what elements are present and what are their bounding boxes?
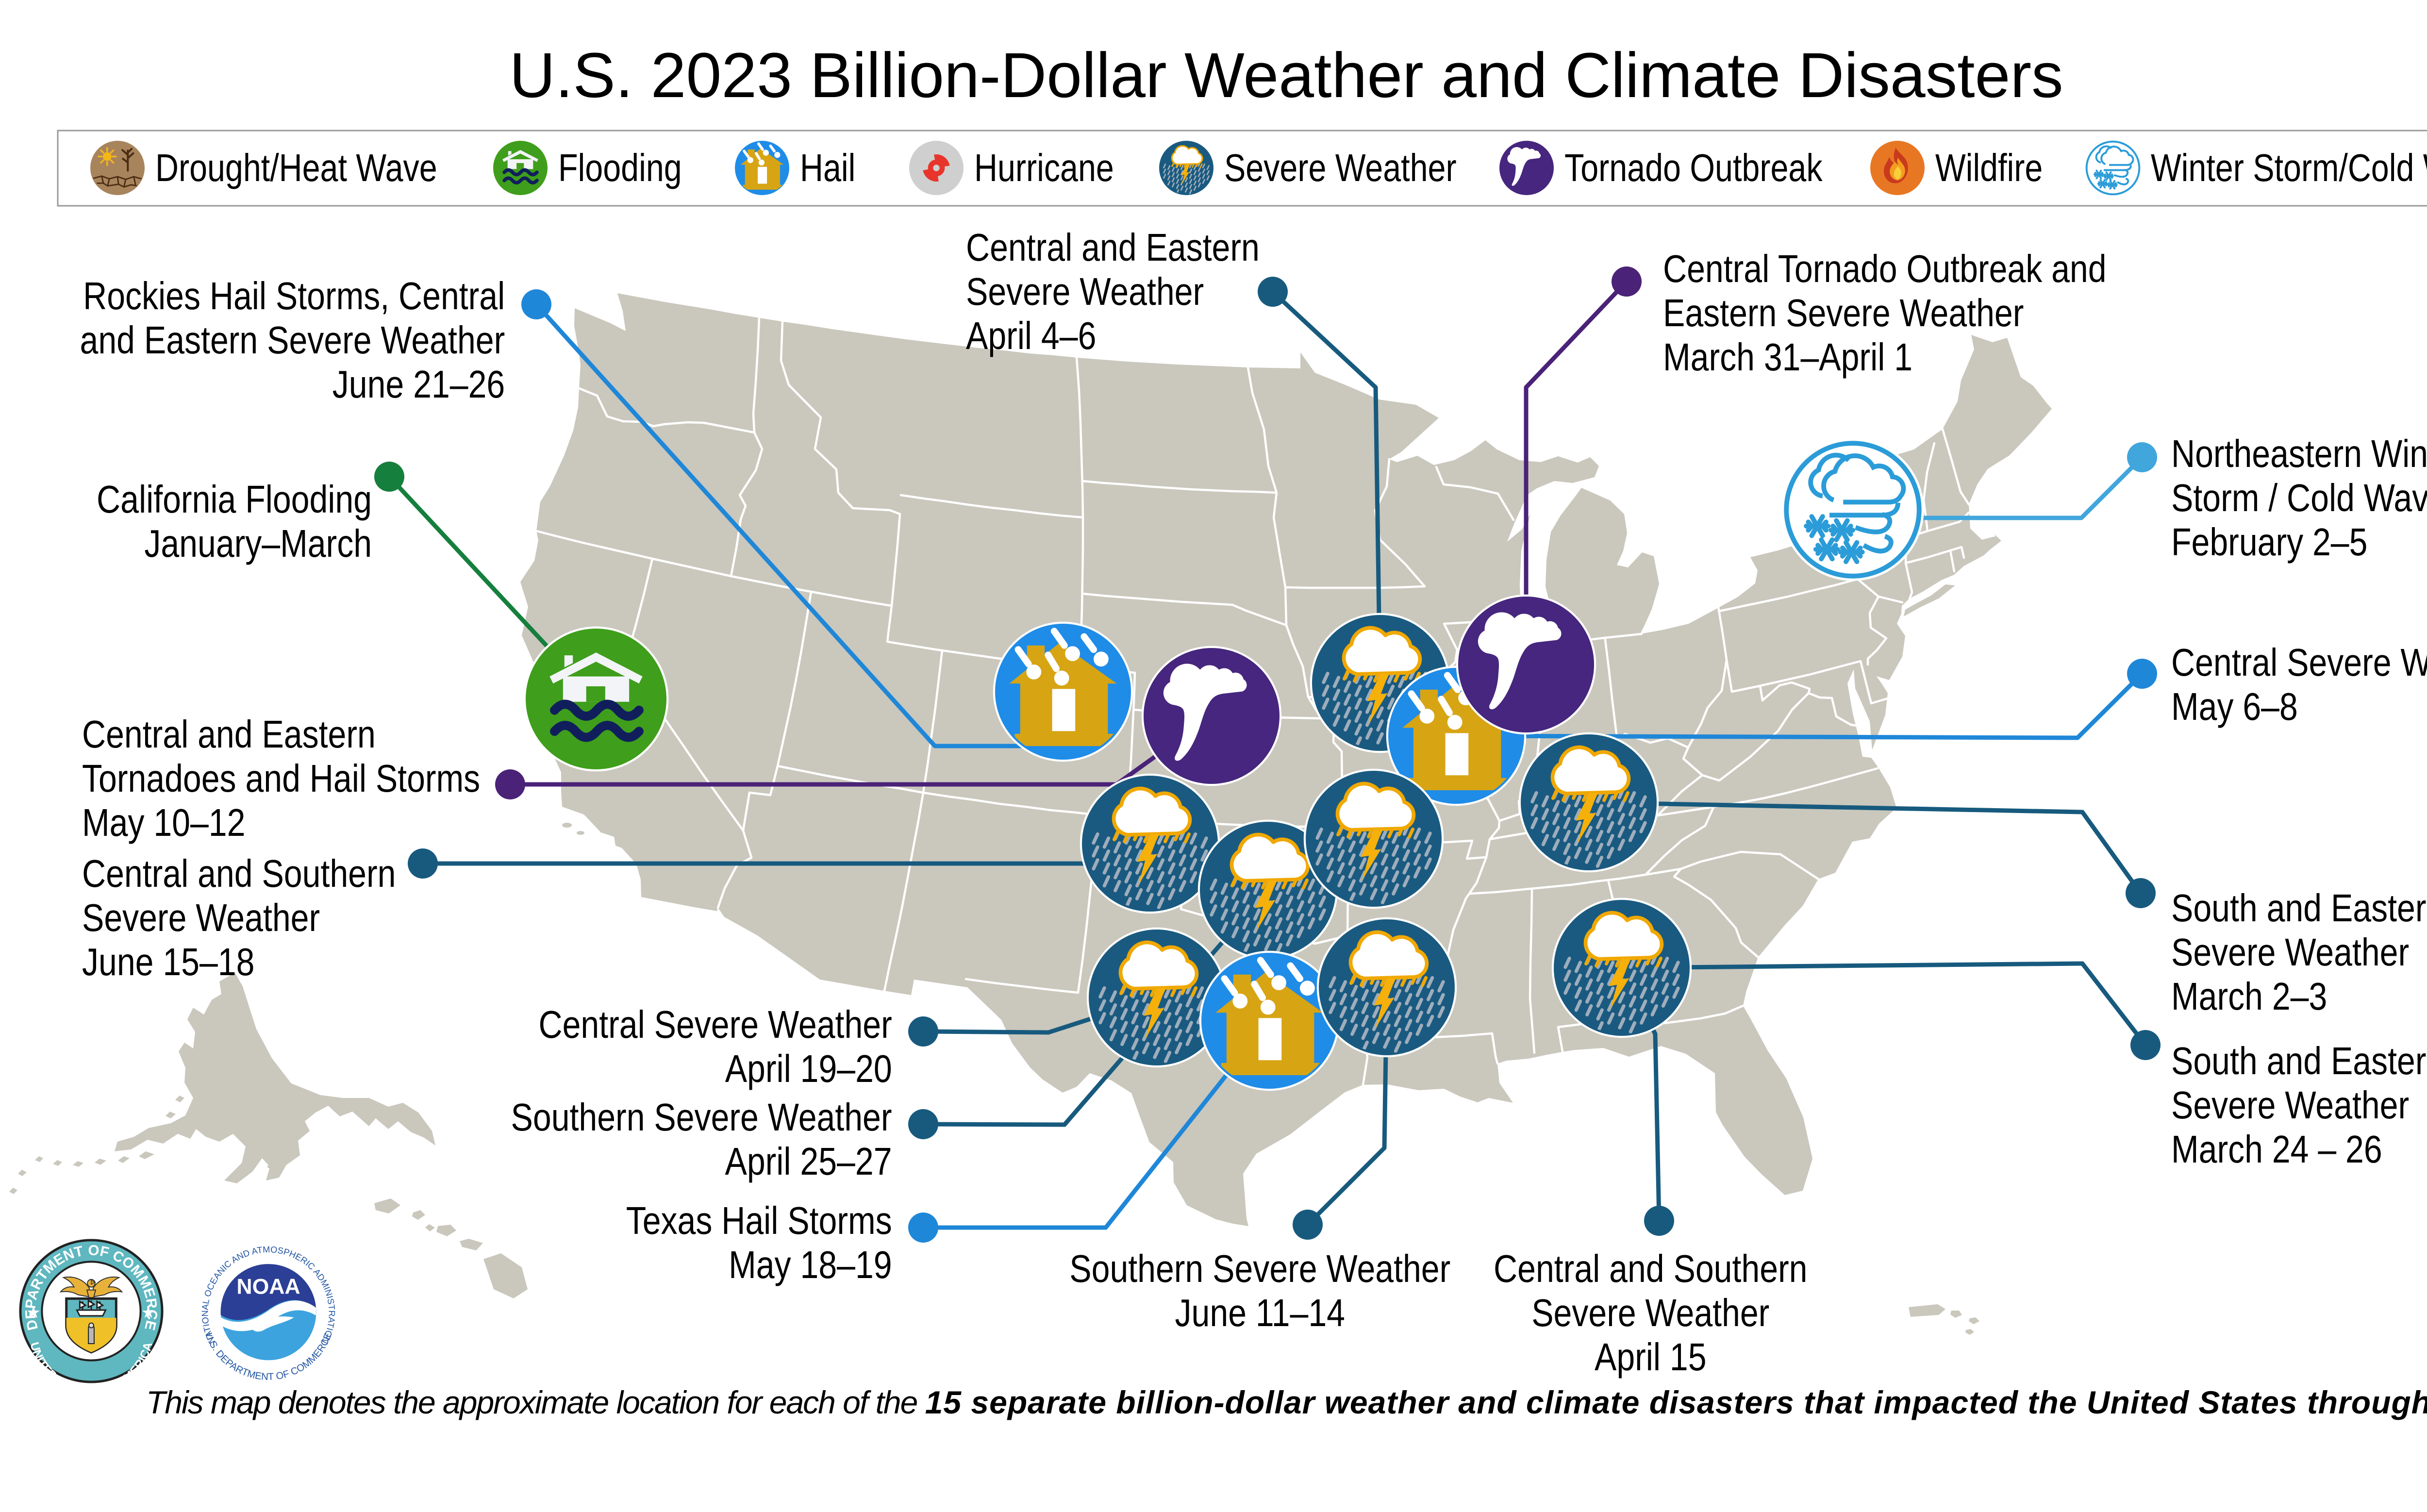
svg-text:★: ★ bbox=[141, 1304, 156, 1322]
svg-text:NOAA: NOAA bbox=[236, 1275, 300, 1298]
svg-text:★: ★ bbox=[26, 1304, 41, 1322]
